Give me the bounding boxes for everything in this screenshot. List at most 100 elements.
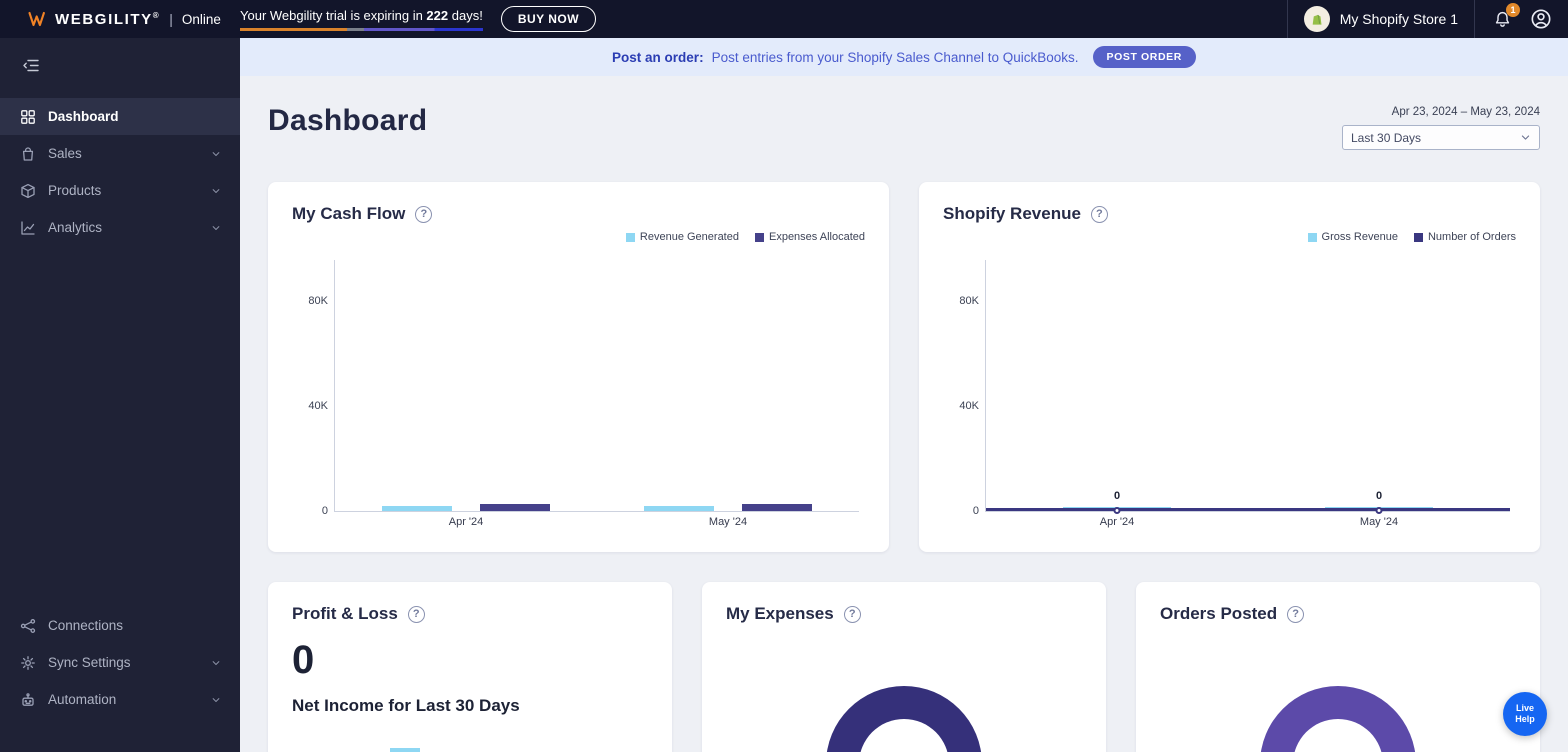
chart-bar bbox=[644, 505, 714, 511]
trial-progress-bar bbox=[240, 27, 483, 31]
date-range-box: Apr 23, 2024 – May 23, 2024 Last 30 Days bbox=[1342, 106, 1540, 150]
sidebar-item-label: Analytics bbox=[48, 220, 103, 235]
help-icon[interactable]: ? bbox=[415, 205, 433, 223]
chart-bar bbox=[480, 503, 550, 511]
legend-swatch bbox=[754, 232, 764, 242]
trial-banner: Your Webgility trial is expiring in 222 … bbox=[240, 8, 483, 31]
cash-flow-card: My Cash Flow ? Revenue Generated Expenses… bbox=[268, 182, 889, 552]
sidebar-item-analytics[interactable]: Analytics bbox=[0, 209, 240, 246]
card-title: My Expenses bbox=[726, 604, 834, 623]
x-axis-label: Apr '24 bbox=[1099, 516, 1135, 528]
webgility-logo[interactable]: WEBGILITY® | Online bbox=[0, 11, 240, 28]
legend-label: Expenses Allocated bbox=[768, 231, 865, 243]
notifications-button[interactable]: 1 bbox=[1474, 0, 1522, 38]
net-income-value: 0 bbox=[292, 638, 315, 682]
legend-label: Revenue Generated bbox=[639, 231, 739, 243]
card-title: Shopify Revenue bbox=[943, 204, 1081, 223]
connections-icon bbox=[20, 618, 36, 634]
sidebar: Dashboard Sales Products Analytics Connecti… bbox=[0, 38, 240, 752]
shopify-revenue-card: Shopify Revenue ? Gross Revenue Number of… bbox=[919, 182, 1540, 552]
y-axis-tick: 80K bbox=[308, 295, 328, 307]
webgility-logo-icon bbox=[28, 11, 48, 27]
help-icon[interactable]: ? bbox=[1090, 205, 1108, 223]
chevron-down-icon bbox=[1520, 132, 1531, 143]
sidebar-item-label: Dashboard bbox=[48, 109, 119, 124]
store-name: My Shopify Store 1 bbox=[1339, 11, 1458, 27]
sidebar-bottom-nav: Connections Sync Settings Automation bbox=[0, 607, 240, 752]
mode-label: Online bbox=[181, 11, 221, 27]
y-axis-tick: 40K bbox=[959, 400, 979, 412]
account-button[interactable] bbox=[1522, 8, 1568, 30]
chart-legend: Gross Revenue Number of Orders bbox=[943, 230, 1516, 244]
sidebar-item-label: Products bbox=[48, 183, 102, 198]
chart-bar bbox=[742, 503, 812, 511]
sidebar-item-label: Automation bbox=[48, 692, 117, 707]
sidebar-item-label: Connections bbox=[48, 618, 124, 633]
card-title: Orders Posted bbox=[1160, 604, 1278, 623]
main-area: Post an order: Post entries from your Sh… bbox=[240, 38, 1568, 752]
chart-plot-area: 0 40K 80K Apr '24 May '24 0 0 bbox=[959, 260, 1510, 528]
sidebar-item-products[interactable]: Products bbox=[0, 172, 240, 209]
chevron-down-icon bbox=[210, 657, 222, 669]
chevron-down-icon bbox=[210, 185, 222, 197]
shopify-revenue-chart: 0 40K 80K Apr '24 May '24 0 0 bbox=[943, 260, 1516, 528]
post-order-button[interactable]: POST ORDER bbox=[1092, 46, 1196, 68]
legend-item: Gross Revenue bbox=[1307, 230, 1398, 244]
sidebar-item-automation[interactable]: Automation bbox=[0, 681, 240, 718]
chart-point-marker bbox=[1113, 507, 1121, 514]
orders-donut-chart bbox=[1260, 686, 1416, 752]
sidebar-item-connections[interactable]: Connections bbox=[0, 607, 240, 644]
account-icon bbox=[1530, 8, 1552, 30]
x-axis-label: May '24 bbox=[708, 516, 748, 528]
sidebar-item-dashboard[interactable]: Dashboard bbox=[0, 98, 240, 135]
date-range-dropdown[interactable]: Last 30 Days bbox=[1342, 125, 1540, 150]
banner-bold-text: Post an order: bbox=[612, 49, 704, 65]
chevron-down-icon bbox=[210, 694, 222, 706]
notification-badge: 1 bbox=[1506, 3, 1520, 17]
sidebar-main-nav: Dashboard Sales Products Analytics bbox=[0, 98, 240, 246]
chart-point-label: 0 bbox=[1375, 490, 1383, 502]
analytics-icon bbox=[20, 220, 36, 236]
sidebar-item-label: Sync Settings bbox=[48, 655, 131, 670]
chevron-down-icon bbox=[210, 148, 222, 160]
sidebar-collapse-button[interactable] bbox=[0, 38, 240, 86]
topbar-right: My Shopify Store 1 1 bbox=[1286, 0, 1568, 38]
date-range-label: Apr 23, 2024 – May 23, 2024 bbox=[1391, 106, 1540, 118]
topbar: WEBGILITY® | Online Your Webgility trial… bbox=[0, 0, 1568, 38]
card-title: My Cash Flow bbox=[292, 204, 406, 223]
my-expenses-card: My Expenses ? bbox=[702, 582, 1106, 752]
buy-now-button[interactable]: BUY NOW bbox=[500, 6, 597, 32]
brand-name: WEBGILITY® bbox=[55, 10, 161, 28]
legend-swatch bbox=[1307, 232, 1317, 242]
live-help-button[interactable]: Live Help bbox=[1503, 692, 1547, 736]
help-icon[interactable]: ? bbox=[1287, 605, 1305, 623]
products-icon bbox=[20, 183, 36, 199]
help-icon[interactable]: ? bbox=[407, 605, 425, 623]
legend-item: Expenses Allocated bbox=[754, 230, 865, 244]
chevron-down-icon bbox=[210, 222, 222, 234]
post-order-banner: Post an order: Post entries from your Sh… bbox=[240, 38, 1568, 76]
x-axis-label: May '24 bbox=[1359, 516, 1399, 528]
dropdown-selected-value: Last 30 Days bbox=[1351, 130, 1422, 145]
y-axis-tick: 0 bbox=[321, 505, 328, 517]
legend-item: Number of Orders bbox=[1413, 230, 1516, 244]
chart-plot-area: 0 40K 80K Apr '24 May '24 bbox=[308, 260, 859, 528]
banner-text: Post entries from your Shopify Sales Cha… bbox=[711, 49, 1079, 65]
profit-loss-card: Profit & Loss ? 0 Net Income for Last 30… bbox=[268, 582, 672, 752]
legend-label: Gross Revenue bbox=[1321, 231, 1398, 243]
chart-legend: Revenue Generated Expenses Allocated bbox=[292, 230, 865, 244]
help-icon[interactable]: ? bbox=[843, 605, 861, 623]
chart-line bbox=[986, 508, 1510, 511]
sidebar-item-sync-settings[interactable]: Sync Settings bbox=[0, 644, 240, 681]
y-axis-tick: 40K bbox=[308, 400, 328, 412]
expenses-donut-chart bbox=[826, 686, 982, 752]
dashboard-content: Dashboard Apr 23, 2024 – May 23, 2024 La… bbox=[240, 76, 1568, 752]
automation-icon bbox=[20, 692, 36, 708]
chart-point-label: 0 bbox=[1113, 490, 1121, 502]
store-selector[interactable]: My Shopify Store 1 bbox=[1286, 0, 1474, 38]
sidebar-item-label: Sales bbox=[48, 146, 82, 161]
chart-point-marker bbox=[1375, 507, 1383, 514]
x-axis-label: Apr '24 bbox=[448, 516, 484, 528]
sidebar-item-sales[interactable]: Sales bbox=[0, 135, 240, 172]
